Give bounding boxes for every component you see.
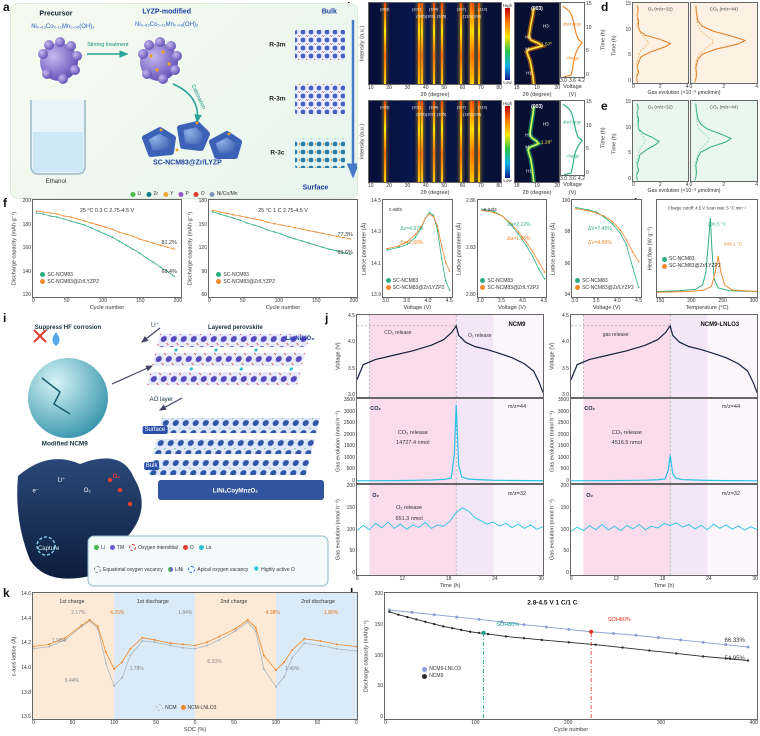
- panel-h-dsc: Heat flow (W g⁻¹) Charge cutoff: 4.5 V Sc…: [646, 199, 758, 312]
- colorbar-gradient: [505, 8, 510, 80]
- gas-evolution-axis-caption: Gas evolution (×10⁻⁸ μmol/min): [647, 90, 721, 96]
- colorbar-b: High Low: [502, 2, 513, 99]
- ncm-slab-stack: [147, 418, 320, 475]
- panel-label-j: j: [325, 311, 329, 325]
- sphere-crack: [41, 377, 71, 415]
- colorbar-c: High Low: [502, 100, 513, 197]
- mechanism-illustration: [17, 327, 329, 587]
- panel-i-legend-row-2: Equatorial oxygen vacancy LiNi Apical oxyg…: [94, 566, 295, 573]
- panel-b-insitu-xrd-pristine: Intensity (a.u.) (003) (101) (006)(102) (104…: [358, 2, 608, 99]
- co2-chart-ncm9-lnlo3: Gas evolution (nmol h⁻¹) 0 500 1000 1500 2000…: [548, 398, 758, 484]
- colorbar-high-label: High: [502, 101, 513, 106]
- no-hf-cross-icon: [33, 329, 47, 343]
- sphere-to-slab-arrow: [111, 365, 154, 385]
- co2-evolution-chart-e: CO₂ (m/z=44) 0 2 4: [689, 100, 758, 188]
- co2-evolution-chart-d: CO₂ (m/z=44) 0 2 4: [689, 2, 758, 90]
- capture-swirl-icon: [36, 536, 56, 556]
- o2-molecule: [117, 487, 123, 493]
- cycling-0p3C-chart: Discharge capacity (mAh g⁻¹) 120 140 160 180…: [11, 198, 182, 311]
- gas-evolution-axis-caption: Gas evolution (×10⁻⁸ μmol/min): [647, 188, 721, 194]
- colorbar-low-label: Low: [503, 80, 512, 85]
- dems-column-ncm9: Voltage (V) 3.0 3.5 4.0 4.5 NCM9 CO₂ release O₂…: [334, 314, 544, 590]
- o2-molecule: [127, 501, 133, 507]
- panel-i-mechanism-scheme: Suppress HF corrosion Li⁺ Layered perovski…: [10, 314, 332, 590]
- long-cycling-chart: Discharge capacity (mAhg⁻¹) 0 50 100 150 200 2…: [363, 591, 758, 733]
- voltage-profile-b: Time (h) 0 5 10 15 discharge charge 3.0 3.6 4.2 Vo…: [560, 1, 607, 98]
- panel-g-lattice-parameters: Lattice parameter (Å) 13.9 14.1 14.3 14.5 c-a…: [360, 198, 643, 312]
- panel-label-k: k: [3, 586, 10, 600]
- o2-molecule: [107, 477, 113, 483]
- time-axis-label: Time (h): [611, 35, 618, 57]
- modified-precursor-particle: [138, 37, 182, 84]
- a-axis-chart: Lattice parameter (Å) 2.80 2.83 2.86 a-axis Δ…: [456, 198, 548, 311]
- xrd-contour-c: Intensity (a.u.) (003) (101) (006)(102) (104…: [358, 100, 502, 197]
- panel-i-legend-row-1: Li TM Oxygen interstitial O La: [94, 544, 211, 551]
- xrd-contour-b: Intensity (a.u.) (003) (101) (006)(102) (104…: [358, 2, 502, 99]
- o2-chart-ncm9: Gas evolution (nmol h⁻¹) 0 50 100 150 200 O₂ m/…: [335, 483, 544, 589]
- r3c-slab: [295, 138, 345, 168]
- dems-column-ncm9-lnlo3: Voltage (V) 3.0 3.5 4.0 4.5 NCM9-LNLO3 gas rel…: [548, 314, 758, 590]
- o2-chart-ncm9-lnlo3: Gas evolution (nmol h⁻¹) 0 50 100 150 200 O₂ m/…: [549, 483, 758, 589]
- panel-label-d: d: [601, 0, 609, 14]
- panel-l-long-cycling: Discharge capacity (mAhg⁻¹) 0 50 100 150 200 2…: [362, 592, 758, 734]
- voltage-chart-ncm9-lnlo3: Voltage (V) 3.0 3.5 4.0 4.5 NCM9-LNLO3 gas rel…: [548, 314, 758, 398]
- panel-a-synthesis-scheme: Precursor Ni₀.₈₃Co₀.₁₁Mn₀.₀₆(OH)₂ LYZP-mod…: [10, 3, 358, 199]
- colorbar-high-label: High: [502, 3, 513, 8]
- panel-j-dems: Voltage (V) 3.0 3.5 4.0 4.5 NCM9 CO₂ release O₂…: [334, 314, 758, 590]
- cycling-1C-chart: Discharge capacity (mAh g⁻¹) 60 90 120 150 18…: [187, 198, 358, 311]
- sc-ncm83-particles: [142, 121, 242, 159]
- caxis-soc-chart: c-axis lattice (Å) 13.6 13.8 14.0 14.2 14.4 14…: [11, 591, 358, 733]
- perovskite-slab-stack: [147, 334, 310, 385]
- calcination-arrow: [172, 83, 202, 124]
- precursor-particle: [38, 37, 82, 84]
- c-axis-chart: Lattice parameter (Å) 13.9 14.1 14.3 14.5 c-a…: [361, 198, 453, 311]
- voltage-profile-c: Time (h) 0 5 10 15 discharge charge 3.0 3.6 4.2 Vo…: [560, 99, 607, 196]
- ao-layer-arrow: [158, 397, 183, 411]
- panel-c-insitu-xrd-modified: Intensity (a.u.) (003) (101) (006)(102) (104…: [358, 100, 608, 197]
- dsc-chart: Heat flow (W g⁻¹) Charge cutoff: 4.5 V Sc…: [646, 199, 758, 312]
- panel-k-caxis-vs-soc: c-axis lattice (Å) 13.6 13.8 14.0 14.2 14.4 14…: [10, 592, 358, 734]
- li-ion-arrow: [141, 327, 161, 343]
- r3m-slab-1: [295, 30, 345, 60]
- co2-chart-ncm9: Gas evolution (nmol h⁻¹) 0 500 1000 1500 2000…: [334, 398, 544, 484]
- voltage-chart-ncm9: Voltage (V) 3.0 3.5 4.0 4.5 NCM9 CO₂ release O₂…: [334, 314, 544, 398]
- synthesis-illustration: [30, 20, 357, 179]
- colorbar-gradient: [505, 106, 510, 178]
- hf-droplet-icon: [52, 332, 60, 346]
- panel-e-gas-evolution-green: Time (h) 0 5 10 15 O₂ (m/z=32) 0 2 4 CO₂ (m/z=4…: [610, 100, 758, 197]
- xrd-003-inset-b: (003) H3 H2 M H1 1.57° 18 19 20 2θ (degree): [513, 2, 560, 99]
- cell-volume-chart: Lattice parameter (Å) 94 96 98 100 ΔV=7.45% ΔV…: [550, 198, 643, 311]
- panel-label-i: i: [3, 311, 7, 325]
- panel-label-a: a: [3, 0, 10, 14]
- o2-evolution-chart-d: 0 5 10 15 O₂ (m/z=32) 0 2 4: [625, 1, 689, 90]
- legend-box: [87, 535, 329, 587]
- r3m-slab-2: [295, 84, 345, 114]
- beaker-liquid: [33, 132, 83, 172]
- panel-a-atom-legend: Li Zr Y P O Ni/Co/Mn: [130, 191, 238, 197]
- panel-f-cycling-performance: Discharge capacity (mAh g⁻¹) 120 140 160 180…: [10, 199, 358, 312]
- modified-ncm9-sphere: [28, 358, 108, 438]
- bulk-formula-bar: [158, 480, 324, 500]
- colorbar-low-label: Low: [503, 178, 512, 183]
- o2-evolution-chart-e: 0 5 10 15 O₂ (m/z=32) 0 2 4: [625, 99, 689, 188]
- panel-label-f: f: [3, 196, 7, 210]
- panel-d-gas-evolution-orange: Time (h) 0 5 10 15 O₂ (m/z=32) 0 2 4 CO₂ (m/z=4…: [610, 2, 758, 99]
- time-axis-label: Time (h): [611, 133, 618, 155]
- panel-label-e: e: [601, 99, 608, 113]
- xrd-003-inset-c: (003) H3 H2 M H1 1.28° 18 19 20 2θ (degree): [513, 100, 560, 197]
